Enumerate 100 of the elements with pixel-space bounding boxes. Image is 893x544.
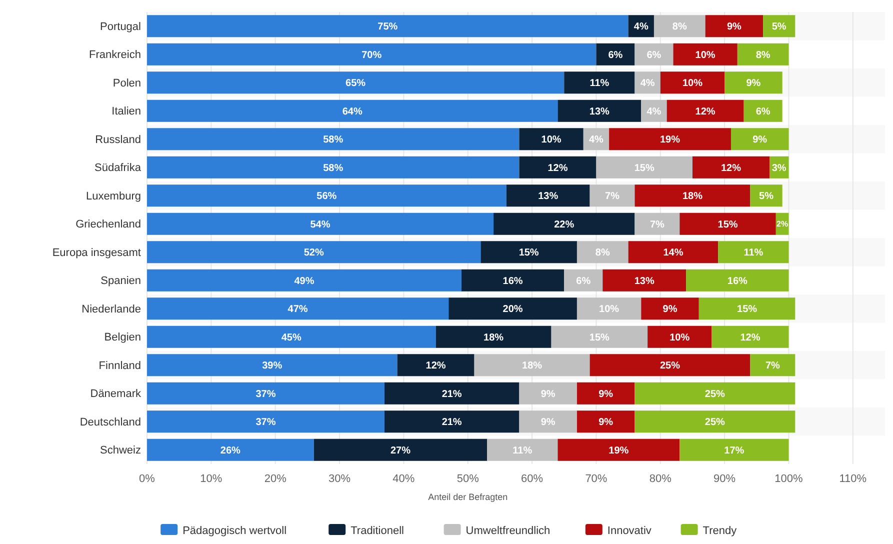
legend-label: Traditionell: [350, 524, 404, 537]
y-tick-label: Südafrika: [94, 162, 142, 174]
data-label: 12%: [695, 106, 716, 118]
legend-label: Pädagogisch wertvoll: [182, 524, 287, 537]
bar: [654, 15, 706, 38]
bar: [576, 241, 628, 264]
bar: [641, 100, 667, 122]
data-label: 15%: [718, 219, 738, 230]
y-tick-label: Finnland: [98, 360, 141, 372]
bar: [558, 438, 680, 461]
data-label: 13%: [538, 191, 558, 202]
data-label: 7%: [650, 219, 665, 230]
bar: [558, 100, 642, 122]
data-label: 11%: [590, 78, 610, 90]
bar: [634, 212, 680, 235]
bar: [705, 15, 764, 38]
y-tick-label: Belgien: [104, 332, 141, 344]
x-tick-label: 0%: [139, 473, 156, 485]
bar: [461, 269, 564, 292]
y-tick-label: Spanien: [100, 275, 141, 288]
data-label: 10%: [682, 78, 703, 90]
bar: [506, 184, 590, 207]
x-tick-label: 100%: [774, 473, 804, 485]
bar: [314, 438, 488, 461]
data-label: 12%: [548, 162, 568, 174]
data-label: 70%: [362, 50, 382, 61]
data-label: 21%: [442, 417, 462, 428]
data-label: 56%: [316, 191, 337, 202]
bar: [564, 72, 635, 94]
data-label: 9%: [746, 78, 761, 90]
y-tick-label: Italien: [112, 106, 141, 118]
bar: [680, 438, 789, 461]
x-tick-label: 10%: [200, 473, 222, 485]
bar: [763, 15, 796, 38]
data-label: 18%: [522, 360, 542, 372]
bar: [609, 128, 731, 150]
bar: [147, 156, 520, 178]
data-label: 25%: [704, 388, 726, 400]
data-label: 17%: [724, 445, 744, 456]
data-label: 49%: [294, 276, 314, 287]
x-tick-label: 50%: [456, 473, 480, 485]
bar: [147, 438, 314, 461]
data-label: 15%: [634, 162, 654, 174]
data-label: 75%: [378, 22, 398, 33]
bar: [634, 43, 674, 66]
bar: [147, 382, 384, 404]
bar: [576, 410, 635, 433]
data-label: 15%: [589, 332, 610, 344]
bar: [519, 156, 596, 178]
legend-label: Trendy: [702, 524, 738, 537]
bar: [564, 269, 603, 292]
bar: [519, 410, 577, 433]
bar: [480, 241, 577, 264]
data-label: 8%: [672, 22, 687, 33]
bar: [397, 354, 474, 376]
bar: [596, 156, 692, 178]
data-label: 9%: [540, 388, 556, 400]
data-label: 10%: [670, 332, 690, 344]
x-axis-title: Anteil der Befragten: [428, 492, 508, 502]
bar: [750, 354, 796, 376]
x-tick-label: 30%: [328, 473, 351, 485]
data-label: 20%: [502, 304, 523, 316]
bar: [602, 269, 686, 292]
bar: [494, 212, 635, 235]
bar: [147, 410, 384, 433]
bar: [628, 241, 718, 264]
data-label: 9%: [598, 388, 614, 400]
bar: [744, 100, 782, 122]
data-label: 6%: [756, 106, 770, 118]
y-tick-label: Europa insgesamt: [52, 246, 141, 259]
y-tick-label: Griechenland: [76, 218, 141, 231]
data-label: 6%: [608, 50, 623, 61]
bar: [576, 298, 642, 320]
bar: [634, 410, 796, 433]
data-label: 5%: [772, 22, 786, 33]
bar: [750, 184, 782, 207]
bar: [147, 269, 462, 292]
data-label: 4%: [634, 22, 648, 33]
bar: [724, 72, 782, 94]
data-label: 19%: [608, 445, 629, 456]
bar: [698, 298, 796, 320]
x-tick-label: 80%: [649, 473, 672, 485]
data-label: 64%: [342, 106, 362, 118]
data-label: 18%: [484, 332, 504, 344]
bar: [384, 410, 520, 433]
data-label: 5%: [759, 191, 774, 202]
bar: [487, 438, 558, 461]
y-tick-label: Frankreich: [89, 49, 141, 62]
y-tick-label: Niederlande: [82, 303, 141, 316]
data-label: 8%: [756, 50, 770, 61]
bar: [718, 241, 789, 264]
data-label: 47%: [288, 304, 308, 316]
bar: [712, 326, 789, 348]
data-label: 37%: [256, 417, 276, 428]
data-label: 10%: [541, 134, 562, 146]
y-tick-label: Luxemburg: [86, 190, 141, 202]
bar: [666, 100, 744, 122]
x-tick-label: 60%: [521, 473, 544, 485]
bar: [448, 298, 577, 320]
data-label: 7%: [765, 360, 780, 372]
